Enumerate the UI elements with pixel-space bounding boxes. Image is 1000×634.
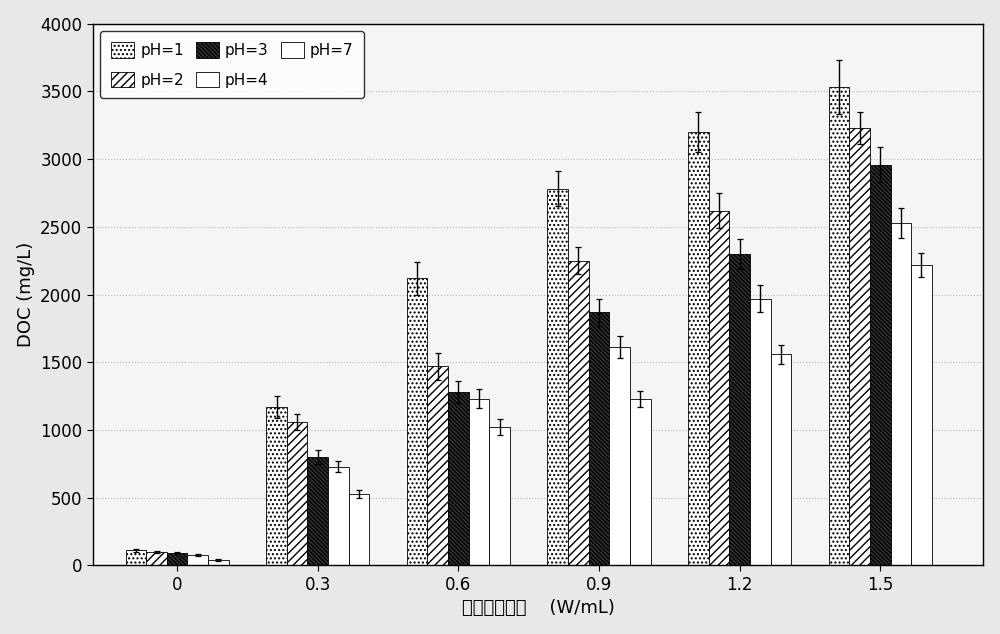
Bar — [849, 128, 870, 566]
Bar — [448, 392, 469, 566]
Legend: pH=1, pH=2, pH=3, pH=4, pH=7: pH=1, pH=2, pH=3, pH=4, pH=7 — [100, 31, 364, 98]
Bar — [349, 494, 369, 566]
Bar — [609, 347, 630, 566]
X-axis label: 超声功率密度    (W/mL): 超声功率密度 (W/mL) — [462, 599, 614, 618]
Bar — [750, 299, 771, 566]
Bar — [870, 164, 891, 566]
Bar — [729, 254, 750, 566]
Bar — [911, 265, 932, 566]
Bar — [829, 87, 849, 566]
Bar — [427, 366, 448, 566]
Bar — [287, 422, 307, 566]
Bar — [307, 457, 328, 566]
Bar — [589, 312, 609, 566]
Bar — [469, 399, 489, 566]
Bar — [688, 132, 709, 566]
Bar — [167, 553, 187, 566]
Bar — [328, 467, 349, 566]
Bar — [489, 427, 510, 566]
Bar — [547, 189, 568, 566]
Y-axis label: DOC (mg/L): DOC (mg/L) — [17, 242, 35, 347]
Bar — [568, 261, 589, 566]
Bar — [187, 555, 208, 566]
Bar — [771, 354, 791, 566]
Bar — [891, 223, 911, 566]
Bar — [126, 550, 146, 566]
Bar — [146, 552, 167, 566]
Bar — [407, 278, 427, 566]
Bar — [630, 399, 651, 566]
Bar — [709, 210, 729, 566]
Bar — [208, 560, 229, 566]
Bar — [266, 407, 287, 566]
